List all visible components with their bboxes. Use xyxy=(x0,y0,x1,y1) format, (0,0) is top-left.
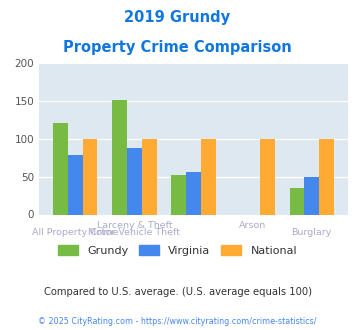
Text: Motor Vehicle Theft: Motor Vehicle Theft xyxy=(88,228,180,237)
Bar xyxy=(304,177,319,214)
Legend: Grundy, Virginia, National: Grundy, Virginia, National xyxy=(54,241,301,260)
Bar xyxy=(290,188,304,215)
Bar xyxy=(127,148,142,214)
Text: Burglary: Burglary xyxy=(291,228,332,237)
Bar xyxy=(319,139,334,214)
Bar xyxy=(68,155,83,214)
Text: Property Crime Comparison: Property Crime Comparison xyxy=(63,40,292,54)
Bar xyxy=(83,139,97,214)
Bar xyxy=(53,123,68,214)
Text: Larceny & Theft: Larceny & Theft xyxy=(97,220,172,230)
Bar xyxy=(142,139,157,214)
Bar xyxy=(112,100,127,214)
Bar xyxy=(260,139,275,214)
Text: Compared to U.S. average. (U.S. average equals 100): Compared to U.S. average. (U.S. average … xyxy=(44,287,311,297)
Text: All Property Crime: All Property Crime xyxy=(32,228,119,237)
Text: 2019 Grundy: 2019 Grundy xyxy=(125,10,230,25)
Text: Arson: Arson xyxy=(239,220,266,230)
Text: © 2025 CityRating.com - https://www.cityrating.com/crime-statistics/: © 2025 CityRating.com - https://www.city… xyxy=(38,317,317,326)
Bar xyxy=(186,172,201,214)
Bar xyxy=(171,175,186,214)
Bar xyxy=(201,139,215,214)
